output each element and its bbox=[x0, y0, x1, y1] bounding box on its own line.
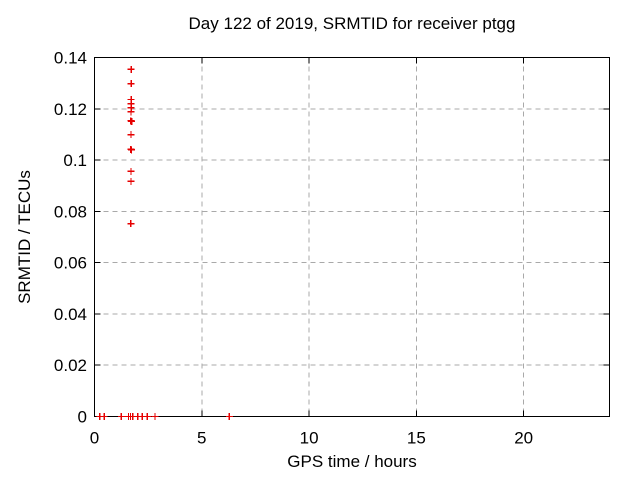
y-tick-label: 0.08 bbox=[54, 202, 87, 221]
y-tick-label: 0.04 bbox=[54, 305, 87, 324]
y-tick-label: 0.1 bbox=[63, 151, 87, 170]
x-axis-title: GPS time / hours bbox=[287, 452, 417, 471]
x-tick-label: 0 bbox=[90, 429, 99, 448]
plot-border bbox=[94, 57, 610, 417]
x-tick-label: 20 bbox=[514, 429, 533, 448]
y-tick-label: 0.06 bbox=[54, 254, 87, 273]
x-tick-label: 15 bbox=[407, 429, 426, 448]
y-tick-label: 0.14 bbox=[54, 49, 87, 68]
y-tick-label: 0 bbox=[78, 408, 87, 427]
x-tick-label: 10 bbox=[300, 429, 319, 448]
x-tick-label: 5 bbox=[197, 429, 206, 448]
y-tick-label: 0.02 bbox=[54, 356, 87, 375]
y-axis-title: SRMTID / TECUs bbox=[15, 170, 34, 304]
y-tick-label: 0.12 bbox=[54, 100, 87, 119]
chart-title: Day 122 of 2019, SRMTID for receiver ptg… bbox=[188, 14, 516, 33]
